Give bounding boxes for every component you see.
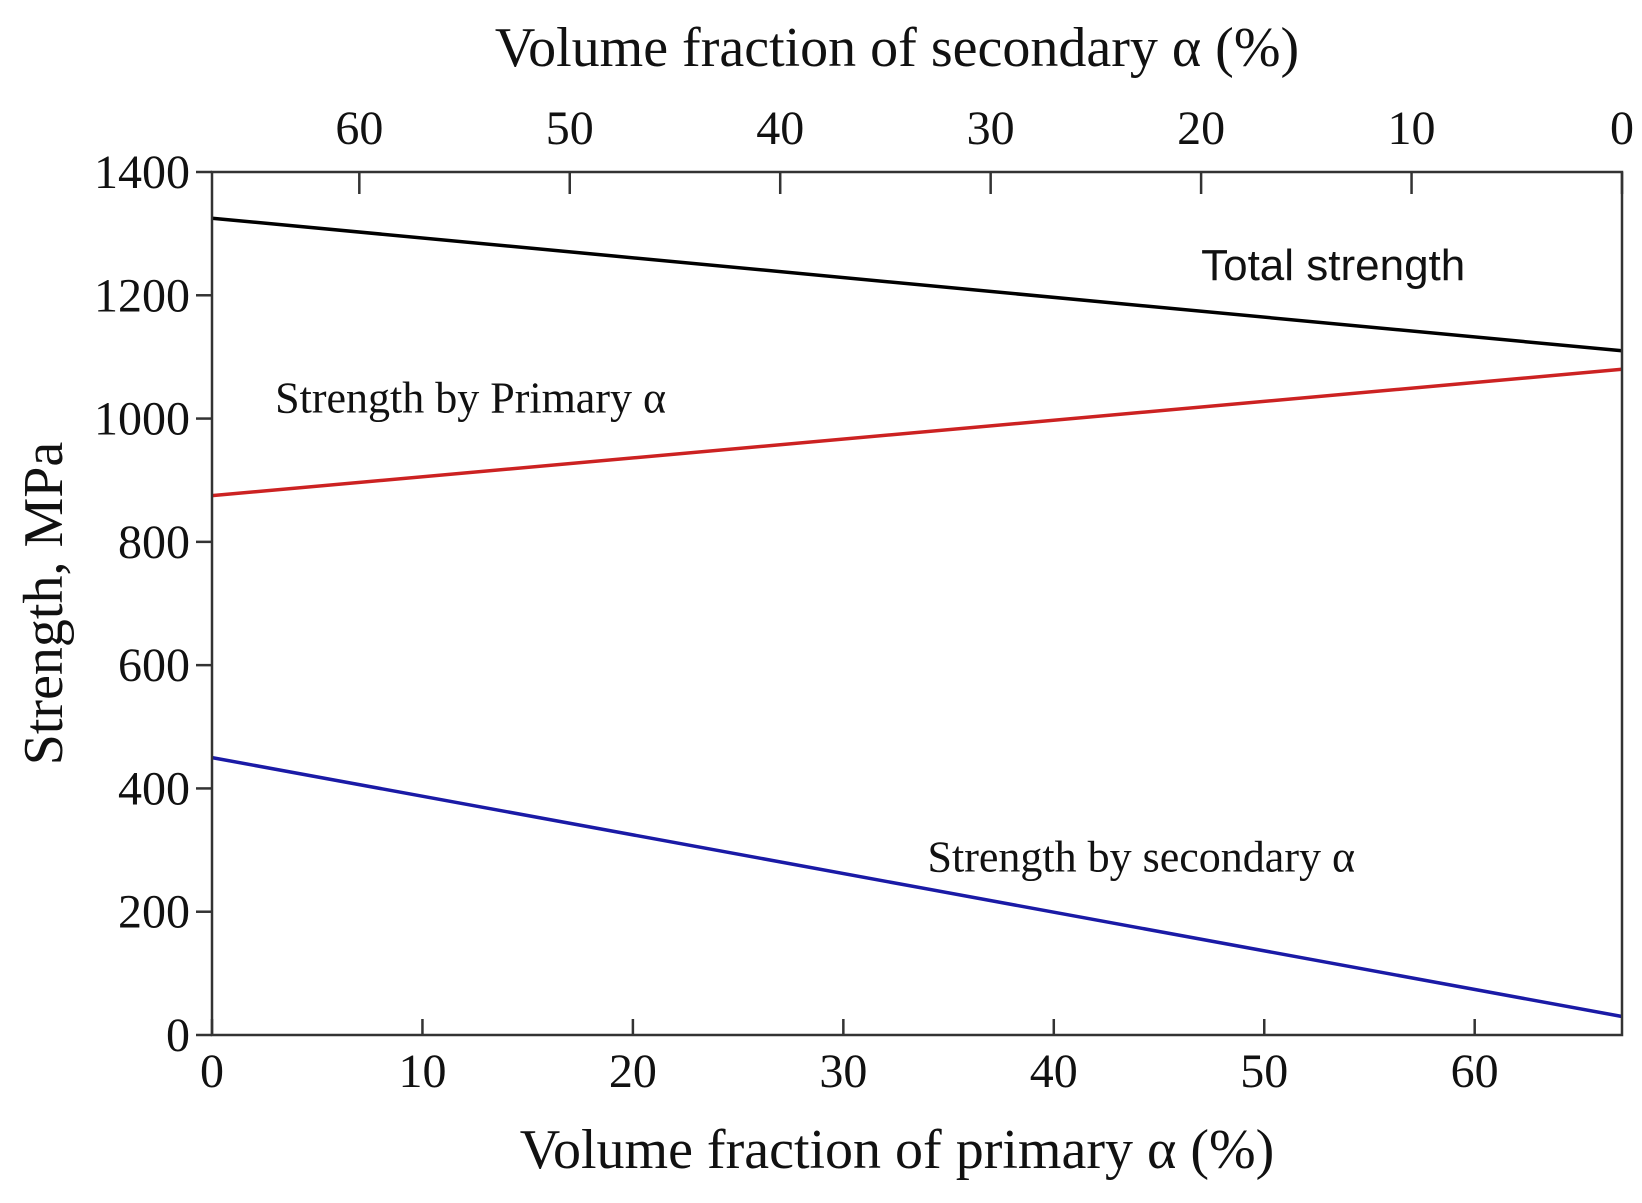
- y-tick-label: 200: [118, 886, 190, 939]
- y-tick-label: 1000: [94, 393, 190, 446]
- x-tick-label: 50: [1240, 1045, 1288, 1098]
- series-annotations: Total strength Strength by Primary α Stren…: [275, 241, 1465, 882]
- y-tick-label: 400: [118, 762, 190, 815]
- top-tick-label: 60: [335, 102, 383, 155]
- x-tick-label: 30: [819, 1045, 867, 1098]
- top-tick-label: 20: [1177, 102, 1225, 155]
- y-tick-label: 600: [118, 639, 190, 692]
- y-tick-label: 1400: [94, 146, 190, 199]
- top-tick-label: 10: [1388, 102, 1436, 155]
- y-tick-label: 1200: [94, 269, 190, 322]
- series-annotation: Strength by Primary α: [275, 373, 666, 422]
- series-annotation: Total strength: [1201, 241, 1465, 290]
- x-tick-label: 0: [200, 1045, 224, 1098]
- x-tick-label: 60: [1451, 1045, 1499, 1098]
- top-axis-title: Volume fraction of secondary α (%): [495, 17, 1299, 79]
- x-tick-label: 10: [398, 1045, 446, 1098]
- series-line-2: [211, 755, 1623, 1019]
- top-tick-label: 30: [967, 102, 1015, 155]
- plot-frame: [210, 170, 1624, 1037]
- y-tick-label: 800: [118, 516, 190, 569]
- top-tick-label: 0: [1610, 102, 1634, 155]
- y-axis-title: Strength, MPa: [13, 442, 75, 766]
- top-tick-label: 40: [756, 102, 804, 155]
- series-annotation: Strength by secondary α: [928, 833, 1356, 882]
- series-line-1: [211, 367, 1623, 498]
- x-tick-label: 40: [1030, 1045, 1078, 1098]
- axis-ticks: [196, 170, 1624, 1037]
- x-tick-label: 20: [609, 1045, 657, 1098]
- x-axis-title: Volume fraction of primary α (%): [520, 1119, 1275, 1181]
- series-lines: [211, 216, 1623, 1019]
- series-line-0: [211, 216, 1623, 353]
- y-tick-label: 0: [166, 1009, 190, 1062]
- top-tick-label: 50: [546, 102, 594, 155]
